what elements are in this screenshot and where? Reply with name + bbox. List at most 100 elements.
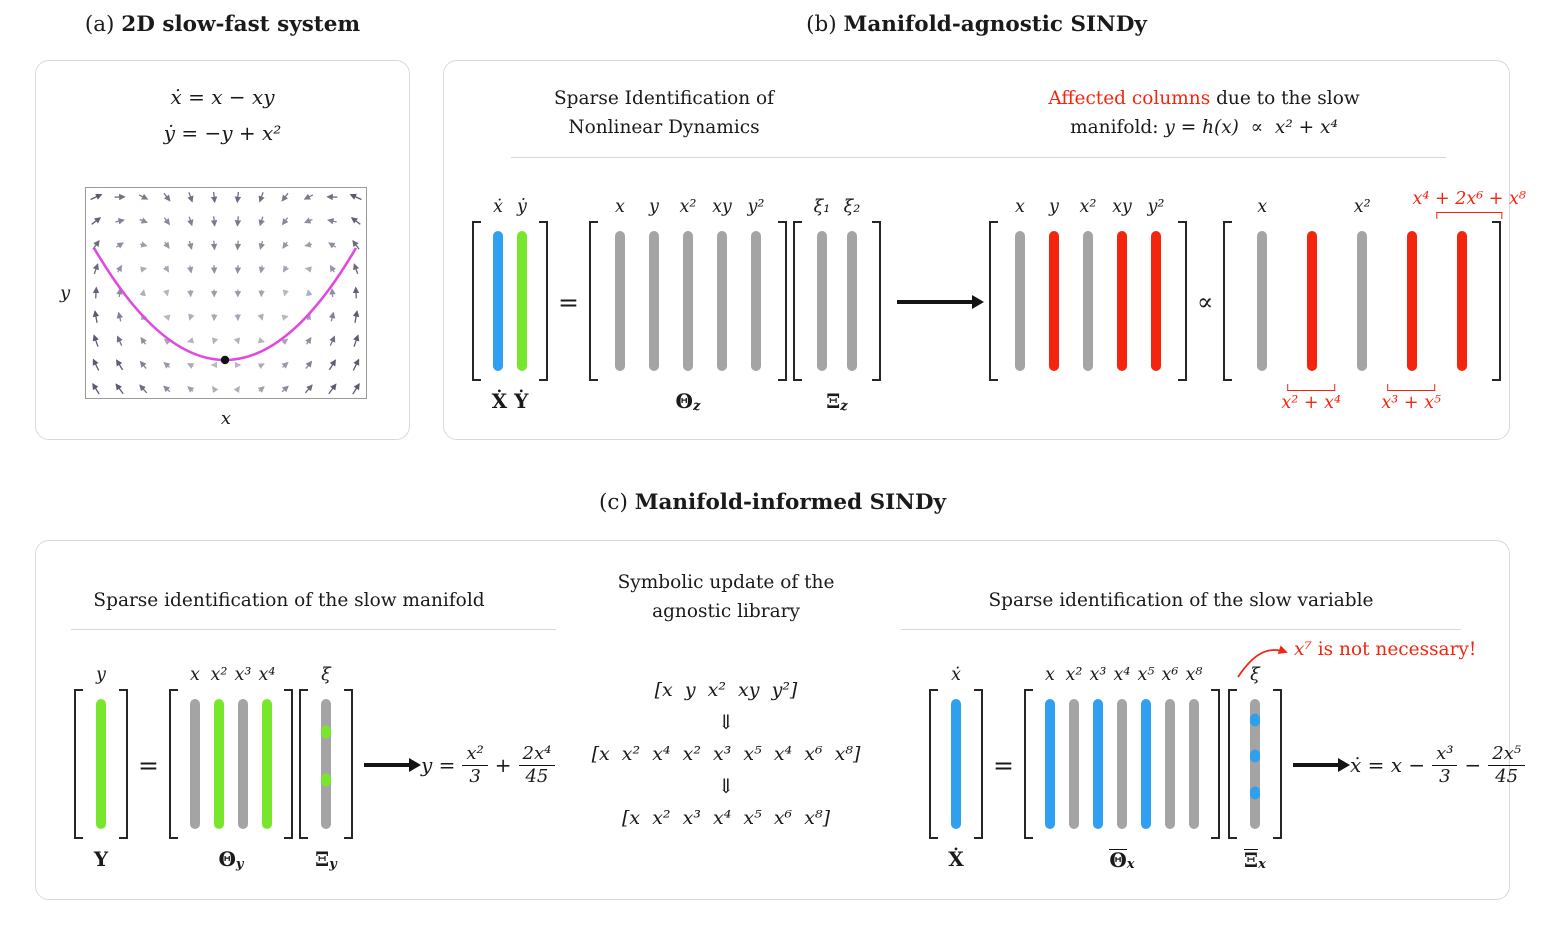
slow-manifold-header: Sparse identification of the slow manifo… (93, 590, 485, 611)
affected-columns-matrix: x y x² xy y² (988, 191, 1187, 413)
reduced-library: [x x² x³ x⁴ x⁵ x⁶ x⁸] (621, 807, 830, 829)
xdot-ydot-matrix: ẋ ẏ Ẋ Ẏ (472, 191, 548, 413)
matrix-column-bar (846, 231, 857, 371)
matrix-name-sub: y (329, 857, 337, 872)
matrix-column-bar (189, 699, 200, 829)
affected-labels: x y x² xy y² (1003, 191, 1173, 221)
right-bracket (974, 689, 983, 839)
matrix-column-bar (1307, 231, 1318, 371)
numerator: 2x⁴ (518, 743, 556, 766)
matrix-name-sub: z (840, 399, 848, 414)
column-label: x³ (1089, 665, 1107, 685)
column-label: x (1257, 197, 1268, 217)
matrix-column-bar (1407, 231, 1418, 371)
matrix-name-sub: z (692, 399, 701, 414)
affected-columns-red-text: Affected columns (1048, 88, 1211, 109)
matrix-column-bar (1048, 231, 1059, 371)
panel-c-title-text: Manifold-informed SINDy (634, 490, 946, 515)
column-label: x (1045, 665, 1055, 685)
fraction: 2x⁵ 45 (1488, 743, 1526, 787)
manifold-equation-inline: y = h(x) ∝ x² + x⁴ (1164, 116, 1338, 138)
equation-lhs: ẋ = x − (1349, 753, 1426, 777)
right-bracket (1272, 689, 1282, 839)
numerator: x³ (1432, 743, 1458, 766)
sindy-matrix-row: ẋ ẏ Ẋ Ẏ = x y x² xy y² (472, 189, 1526, 414)
substituted-library: [x x² x⁴ x² x³ x⁵ x⁴ x⁶ x⁸] (591, 743, 861, 765)
matrix-column-bar (648, 231, 659, 371)
matrix-column-bar (1257, 231, 1268, 371)
equals-sign: = (138, 750, 159, 780)
left-bracket (1227, 689, 1237, 839)
matrix-body (298, 689, 353, 839)
matrix-column-bar (816, 231, 827, 371)
xi-y-columns (308, 689, 344, 839)
result-arrow-icon (1292, 763, 1339, 767)
matrix-body (1223, 221, 1502, 381)
panel-c-title: (c) Manifold-informed SINDy (35, 490, 1510, 515)
library-update-column: [x y x² xy y²] ⇓ [x x² x⁴ x² x³ x⁵ x⁴ x⁶… (546, 679, 906, 829)
substituted-labels: x x² (1237, 191, 1487, 221)
column-label: y² (1147, 197, 1165, 217)
column-label: x⁴ (258, 665, 276, 685)
panel-a-title-prefix: (a) (84, 12, 115, 37)
matrix-name-sub: y (235, 857, 244, 872)
matrix-column-bar (614, 231, 625, 371)
xi-x-columns (1237, 689, 1273, 839)
ode-equation-xdot: ẋ = x − xy (170, 85, 275, 109)
matrix-name-text: Ξ (315, 847, 330, 871)
matrix-column-bar (682, 231, 693, 371)
panel-b-title: (b) Manifold-agnostic SINDy (443, 12, 1510, 37)
y-matrix: y Y (74, 659, 128, 871)
panel-c-left-divider (71, 629, 556, 630)
coefficient-dot (1249, 786, 1260, 800)
quiver-arrows (90, 191, 362, 395)
x-axis-label: x (220, 408, 232, 429)
xdot-matrix-name: Ẋ (948, 839, 964, 871)
result-arrow-icon (363, 763, 410, 767)
slow-variable-row: ẋ Ẋ = x x² x³ x⁴ x⁵ x⁶ x⁸ (929, 659, 1526, 872)
xi-x-labels: ξ (1242, 659, 1268, 689)
matrix-body (472, 221, 548, 381)
fraction: 2x⁴ 45 (518, 743, 556, 787)
theta-z-labels: x y x² xy y² (603, 191, 773, 221)
affected-columns-line2: manifold: y = h(x) ∝ x² + x⁴ (984, 114, 1424, 143)
sindy-header: Sparse Identification of Nonlinear Dynam… (504, 85, 824, 142)
matrix-name-text: Θ (1109, 848, 1127, 872)
matrix-column-bar (1044, 699, 1055, 829)
right-bracket (283, 689, 293, 839)
theta-z-columns (598, 221, 778, 381)
slow-manifold-curve (92, 247, 358, 362)
left-bracket (298, 689, 308, 839)
fraction: x² 3 (462, 743, 488, 787)
right-bracket (539, 221, 548, 381)
theta-y-labels: x x² x³ x⁴ (183, 659, 279, 689)
column-label: x³ (234, 665, 252, 685)
right-bracket (1177, 221, 1187, 381)
matrix-body (74, 689, 128, 839)
xdot-ydot-matrix-name: Ẋ Ẏ (492, 381, 529, 413)
vector-field-plot: y x (60, 187, 367, 429)
matrix-body (1023, 689, 1220, 839)
affected-columns-rest-text: due to the slow (1210, 88, 1360, 109)
column-label: y (96, 665, 106, 685)
column-label: x² (210, 665, 228, 685)
panel-a-title: (a) 2D slow-fast system (35, 12, 410, 37)
affected-columns (998, 221, 1178, 381)
left-bracket (74, 689, 83, 839)
matrix-column-bar (237, 699, 248, 829)
x7-note-text: is not necessary! (1311, 639, 1477, 660)
left-bracket (588, 221, 598, 381)
column-label: x⁶ (1161, 665, 1179, 685)
column-label: x⁴ (1113, 665, 1131, 685)
matrix-column-bar (517, 231, 527, 371)
matrix-body (792, 221, 881, 381)
matrix-column-bar (1116, 231, 1127, 371)
matrix-column-bar (1457, 231, 1468, 371)
denominator: 45 (1495, 765, 1519, 787)
panel-a-title-text: 2D slow-fast system (121, 12, 361, 37)
sindy-header-line1: Sparse Identification of (553, 88, 775, 109)
proportional-symbol: ∝ (1196, 288, 1214, 316)
